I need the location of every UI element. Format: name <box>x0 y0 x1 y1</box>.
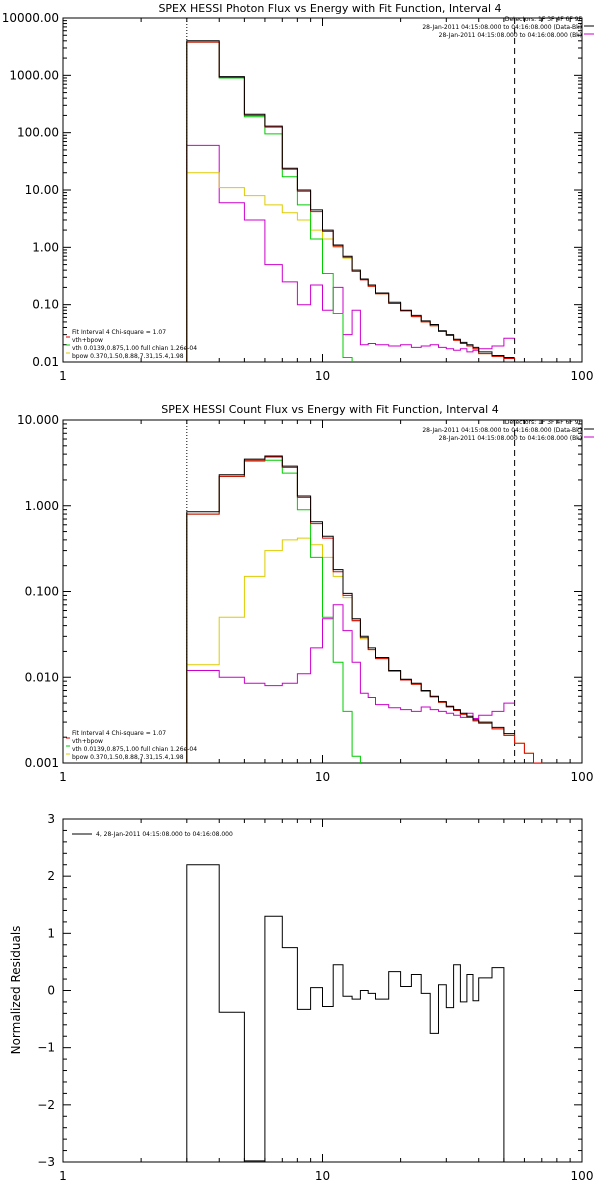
photon-y-tick-1.00: 1.00 <box>32 240 59 254</box>
count-y-tick-0.001: 0.001 <box>25 756 59 770</box>
photon-x-tick-label-1: 1 <box>59 369 67 383</box>
photon-total-fit-step-line <box>186 41 515 362</box>
count-fit-line-1: Fit Interval 4 Chi-square = 1.07 <box>72 730 166 737</box>
photon-fit-line-1: Fit Interval 4 Chi-square = 1.07 <box>72 329 166 336</box>
photon-thermal-step-line <box>186 41 353 362</box>
photon-background-step-line <box>186 144 515 362</box>
count-flux-panel: SPEX HESSI Count Flux vs Energy with Fit… <box>17 403 594 784</box>
count-fit-line-4: bpow 0.370,1.50,8.88,7.31,15.4,1.98 <box>72 754 184 761</box>
photon-y-tick-0.10: 0.10 <box>32 298 59 312</box>
photon-y-tick-10.00: 10.00 <box>25 183 59 197</box>
photon-data-step-line <box>186 40 515 362</box>
residual-x-tick-label-10: 10 <box>315 1169 330 1183</box>
photon-fit-line-3: vth 0.0139,0.875,1.00 full chian 1.26e-0… <box>72 345 197 352</box>
residual-ylabel: Normalized Residuals <box>9 926 23 1055</box>
count-title: SPEX HESSI Count Flux vs Energy with Fit… <box>161 403 498 416</box>
photon-y-tick-1000.00: 1000.00 <box>9 68 59 82</box>
count-x-tick-label-100: 100 <box>571 770 594 784</box>
residual-legend-text: 4, 28-Jan-2011 04:15:08.000 to 04:16:08.… <box>96 831 233 838</box>
count-y-tick-0.010: 0.010 <box>25 670 59 684</box>
photon-x-tick-label-100: 100 <box>571 369 594 383</box>
photon-title: SPEX HESSI Photon Flux vs Energy with Fi… <box>158 2 501 15</box>
photon-header-bk-interval: 28-Jan-2011 04:15:08.000 to 04:16:08.000… <box>439 32 582 39</box>
residual-y-tick-2: 2 <box>47 869 55 883</box>
photon-header-data-interval: 28-Jan-2011 04:15:08.000 to 04:16:08.000… <box>422 24 582 31</box>
count-header-detectors: Detectors: 1F 3F 4F 6F 9F <box>505 419 583 426</box>
residual-data-step-line <box>186 864 515 1162</box>
residual-x-tick-label-1: 1 <box>59 1169 67 1183</box>
count-fit-line-2: vth+bpow <box>72 738 103 745</box>
photon-y-tick-10000.00: 10000.00 <box>2 11 59 25</box>
count-total-fit-step-line <box>186 456 543 763</box>
count-background-step-line <box>186 604 515 763</box>
residual-y-tick-3: 3 <box>47 812 55 826</box>
photon-y-tick-0.01: 0.01 <box>32 355 59 369</box>
count-y-tick-1.000: 1.000 <box>25 499 59 513</box>
count-broken-power-law-step-line <box>186 537 543 763</box>
count-x-tick-label-10: 10 <box>315 770 330 784</box>
residual-x-tick-label-100: 100 <box>571 1169 594 1183</box>
count-y-tick-0.100: 0.100 <box>25 585 59 599</box>
residual-y-tick-minus-1: −1 <box>37 1041 55 1055</box>
photon-fit-line-4: bpow 0.370,1.50,8.88,7.31,15.4,1.98 <box>72 353 184 360</box>
residual-y-tick-minus-3: −3 <box>37 1155 55 1169</box>
photon-fit-line-2: vth+bpow <box>72 337 103 344</box>
residual-y-tick-minus-2: −2 <box>37 1098 55 1112</box>
count-header-data-interval: 28-Jan-2011 04:15:08.000 to 04:16:08.000… <box>422 427 582 434</box>
photon-flux-panel: SPEX HESSI Photon Flux vs Energy with Fi… <box>2 2 594 383</box>
count-thermal-step-line <box>186 459 361 763</box>
photon-header-detectors: Detectors: 1F 3F 4F 6F 9F <box>505 16 583 23</box>
residuals-panel: 4, 28-Jan-2011 04:15:08.000 to 04:16:08.… <box>9 812 593 1183</box>
count-y-tick-10.000: 10.000 <box>17 413 59 427</box>
photon-y-tick-100.00: 100.00 <box>17 126 59 140</box>
photon-x-tick-label-10: 10 <box>315 369 330 383</box>
residual-y-tick-1: 1 <box>47 926 55 940</box>
residual-y-tick-0: 0 <box>47 984 55 998</box>
count-header-bk-interval: 28-Jan-2011 04:15:08.000 to 04:16:08.000… <box>439 435 582 442</box>
count-fit-line-3: vth 0.0139,0.875,1.00 full chian 1.26e-0… <box>72 746 197 753</box>
count-x-tick-label-1: 1 <box>59 770 67 784</box>
count-data-step-line <box>186 455 515 763</box>
